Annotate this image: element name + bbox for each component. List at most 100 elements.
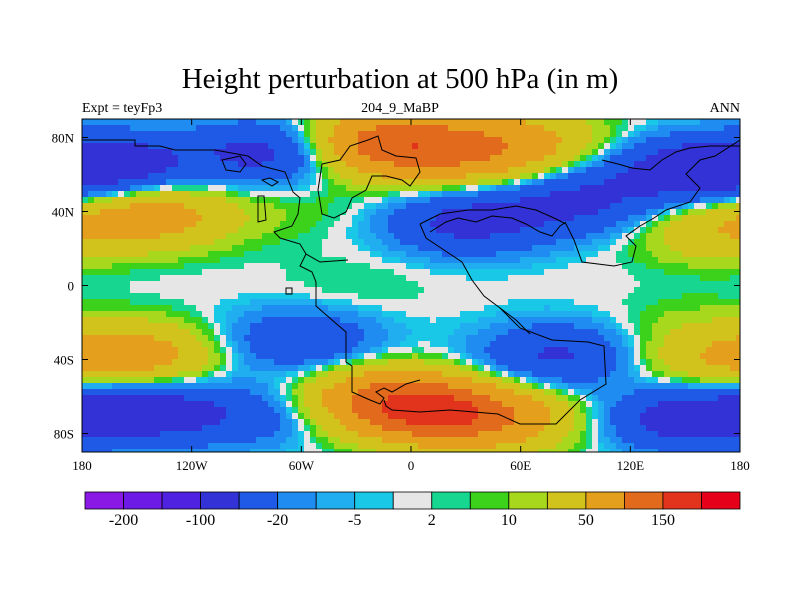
- field-cell: [592, 317, 599, 324]
- field-cell: [250, 383, 257, 390]
- field-cell: [502, 353, 509, 360]
- field-cell: [454, 131, 461, 138]
- field-cell: [502, 215, 509, 222]
- field-cell: [118, 239, 125, 246]
- field-cell: [400, 173, 407, 180]
- field-cell: [562, 185, 569, 192]
- field-cell: [574, 185, 581, 192]
- field-cell: [208, 119, 215, 126]
- field-cell: [322, 443, 329, 450]
- field-cell: [550, 383, 557, 390]
- field-cell: [460, 311, 467, 318]
- field-cell: [238, 365, 245, 372]
- field-cell: [466, 311, 473, 318]
- field-cell: [268, 149, 275, 156]
- field-cell: [466, 365, 473, 372]
- field-cell: [388, 137, 395, 144]
- field-cell: [298, 209, 305, 216]
- field-cell: [130, 275, 137, 282]
- field-cell: [280, 347, 287, 354]
- field-cell: [418, 431, 425, 438]
- field-cell: [244, 347, 251, 354]
- field-cell: [220, 341, 227, 348]
- field-cell: [226, 341, 233, 348]
- field-cell: [178, 395, 185, 402]
- field-cell: [514, 395, 521, 402]
- field-cell: [220, 425, 227, 432]
- field-cell: [376, 293, 383, 300]
- field-cell: [154, 449, 161, 452]
- field-cell: [232, 425, 239, 432]
- field-cell: [226, 287, 233, 294]
- field-cell: [304, 161, 311, 168]
- field-cell: [472, 335, 479, 342]
- field-cell: [574, 227, 581, 234]
- field-cell: [370, 359, 377, 366]
- field-cell: [550, 179, 557, 186]
- field-cell: [424, 329, 431, 336]
- field-cell: [514, 275, 521, 282]
- field-cell: [442, 149, 449, 156]
- field-cell: [496, 341, 503, 348]
- field-cell: [478, 125, 485, 132]
- field-cell: [88, 251, 95, 258]
- field-cell: [130, 317, 137, 324]
- field-cell: [586, 143, 593, 150]
- field-cell: [574, 209, 581, 216]
- field-cell: [514, 365, 521, 372]
- field-cell: [136, 383, 143, 390]
- field-cell: [298, 317, 305, 324]
- field-cell: [268, 161, 275, 168]
- field-cell: [580, 191, 587, 198]
- field-cell: [322, 245, 329, 252]
- field-cell: [454, 449, 461, 452]
- field-cell: [448, 161, 455, 168]
- field-cell: [226, 191, 233, 198]
- field-cell: [502, 293, 509, 300]
- field-cell: [226, 185, 233, 192]
- field-cell: [232, 389, 239, 396]
- field-cell: [574, 323, 581, 330]
- field-cell: [100, 299, 107, 306]
- field-cell: [544, 215, 551, 222]
- field-cell: [244, 311, 251, 318]
- field-cell: [142, 329, 149, 336]
- field-cell: [394, 149, 401, 156]
- field-cell: [568, 281, 575, 288]
- field-cell: [574, 299, 581, 306]
- field-cell: [466, 173, 473, 180]
- field-cell: [568, 209, 575, 216]
- field-cell: [538, 233, 545, 240]
- field-cell: [592, 299, 599, 306]
- field-cell: [568, 431, 575, 438]
- field-cell: [436, 443, 443, 450]
- field-cell: [328, 383, 335, 390]
- field-cell: [484, 185, 491, 192]
- field-cell: [220, 257, 227, 264]
- field-cell: [484, 323, 491, 330]
- field-cell: [394, 371, 401, 378]
- field-cell: [124, 125, 131, 132]
- field-cell: [520, 329, 527, 336]
- field-cell: [568, 437, 575, 444]
- field-cell: [346, 437, 353, 444]
- field-cell: [556, 389, 563, 396]
- field-cell: [244, 389, 251, 396]
- field-cell: [154, 359, 161, 366]
- field-cell: [256, 341, 263, 348]
- field-cell: [352, 137, 359, 144]
- field-cell: [544, 371, 551, 378]
- field-cell: [328, 251, 335, 258]
- field-cell: [286, 245, 293, 252]
- field-cell: [496, 257, 503, 264]
- field-cell: [580, 119, 587, 126]
- field-cell: [82, 383, 89, 390]
- field-cell: [610, 233, 617, 240]
- field-cell: [508, 299, 515, 306]
- field-cell: [166, 449, 173, 452]
- field-cell: [370, 437, 377, 444]
- field-cell: [532, 407, 539, 414]
- field-cell: [598, 161, 605, 168]
- field-cell: [388, 125, 395, 132]
- field-cell: [508, 221, 515, 228]
